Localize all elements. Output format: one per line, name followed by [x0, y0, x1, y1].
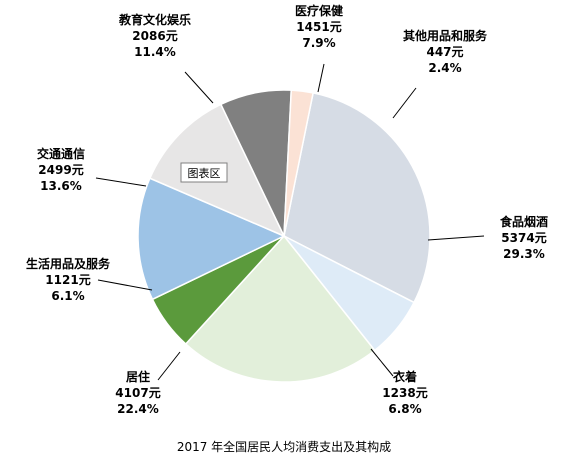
slice-label-7: 医疗保健 1451元 7.9% — [295, 3, 344, 50]
slice-percent: 6.1% — [51, 289, 84, 303]
leader-line-3 — [157, 351, 181, 381]
slice-label-4: 生活用品及服务 1121元 6.1% — [26, 256, 111, 303]
pie-slice-5 — [137, 177, 286, 301]
slice-name: 食品烟酒 — [499, 214, 548, 229]
slice-amount: 1121元 — [45, 273, 90, 287]
leader-line-8 — [392, 87, 417, 119]
slice-percent: 7.9% — [302, 36, 335, 50]
pie-slice-3 — [184, 234, 376, 383]
slice-label-3: 居住 4107元 22.4% — [115, 369, 160, 416]
slice-name: 生活用品及服务 — [26, 256, 111, 271]
slice-label-6: 教育文化娱乐 2086元 11.4% — [118, 12, 191, 59]
slice-label-5: 交通通信 2499元 13.6% — [37, 146, 85, 193]
slice-amount: 4107元 — [115, 386, 160, 400]
tooltip: 图表区 — [180, 162, 228, 183]
pie-slices — [137, 89, 431, 383]
slice-amount: 5374元 — [501, 231, 546, 245]
slice-percent: 2.4% — [428, 61, 461, 75]
slice-percent: 29.3% — [503, 247, 545, 261]
leader-line-5 — [95, 177, 147, 187]
slice-percent: 22.4% — [117, 402, 159, 416]
slice-amount: 2086元 — [132, 29, 177, 43]
slice-label-8: 其他用品和服务 447元 2.4% — [403, 28, 488, 75]
slice-name: 其他用品和服务 — [403, 28, 488, 43]
slice-percent: 6.8% — [388, 402, 421, 416]
slice-label-2: 衣着 1238元 6.8% — [382, 369, 427, 416]
slice-name: 医疗保健 — [295, 3, 344, 18]
leader-line-2 — [370, 348, 394, 377]
slice-name: 衣着 — [393, 369, 417, 384]
pie-slice-8 — [283, 89, 314, 237]
slice-label-1: 食品烟酒 5374元 29.3% — [499, 214, 548, 261]
slice-name: 交通通信 — [37, 146, 85, 161]
slice-name: 教育文化娱乐 — [118, 12, 191, 27]
tooltip-text: 图表区 — [188, 166, 221, 180]
slice-amount: 447元 — [426, 45, 463, 59]
leader-line-1 — [427, 235, 485, 241]
slice-percent: 11.4% — [134, 45, 176, 59]
slice-name: 居住 — [126, 369, 150, 384]
slice-amount: 1451元 — [296, 20, 341, 34]
leader-line-7 — [317, 63, 325, 93]
slice-labels: 食品烟酒 5374元 29.3% 衣着 1238元 6.8% 居住 4107元 22.4% 生活用… — [26, 3, 548, 416]
slice-amount: 1238元 — [382, 386, 427, 400]
pie-slice-1 — [283, 92, 431, 304]
tooltip-box — [180, 162, 228, 183]
leader-lines — [95, 63, 485, 381]
slice-percent: 13.6% — [40, 179, 82, 193]
leader-line-6 — [184, 71, 214, 104]
chart-title: 2017 年全国居民人均消费支出及其构成 — [177, 439, 391, 454]
slice-amount: 2499元 — [38, 163, 83, 177]
leader-line-4 — [97, 279, 153, 291]
